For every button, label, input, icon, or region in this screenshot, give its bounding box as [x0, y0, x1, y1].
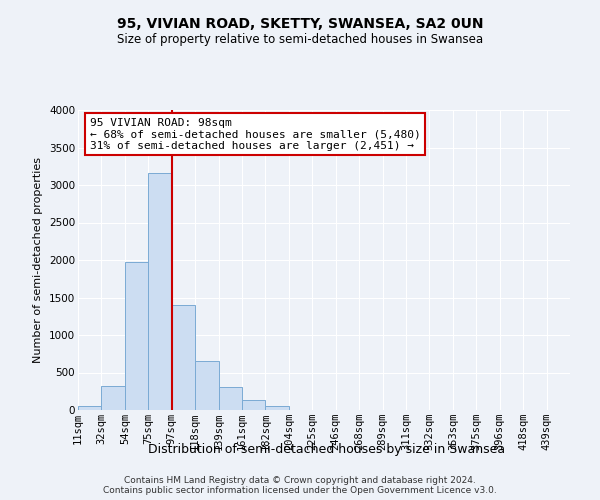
Bar [265, 406, 289, 410]
Text: 95 VIVIAN ROAD: 98sqm
← 68% of semi-detached houses are smaller (5,480)
31% of s: 95 VIVIAN ROAD: 98sqm ← 68% of semi-deta… [90, 118, 421, 150]
Bar [195, 361, 218, 410]
Bar [172, 305, 195, 410]
Bar [125, 262, 148, 410]
Bar [242, 400, 265, 410]
Bar [218, 387, 242, 410]
Y-axis label: Number of semi-detached properties: Number of semi-detached properties [34, 157, 43, 363]
Text: Distribution of semi-detached houses by size in Swansea: Distribution of semi-detached houses by … [148, 442, 506, 456]
Text: 95, VIVIAN ROAD, SKETTY, SWANSEA, SA2 0UN: 95, VIVIAN ROAD, SKETTY, SWANSEA, SA2 0U… [117, 18, 483, 32]
Text: Contains HM Land Registry data © Crown copyright and database right 2024.
Contai: Contains HM Land Registry data © Crown c… [103, 476, 497, 495]
Text: Size of property relative to semi-detached houses in Swansea: Size of property relative to semi-detach… [117, 32, 483, 46]
Bar [101, 386, 125, 410]
Bar [148, 173, 172, 410]
Bar [78, 406, 101, 410]
